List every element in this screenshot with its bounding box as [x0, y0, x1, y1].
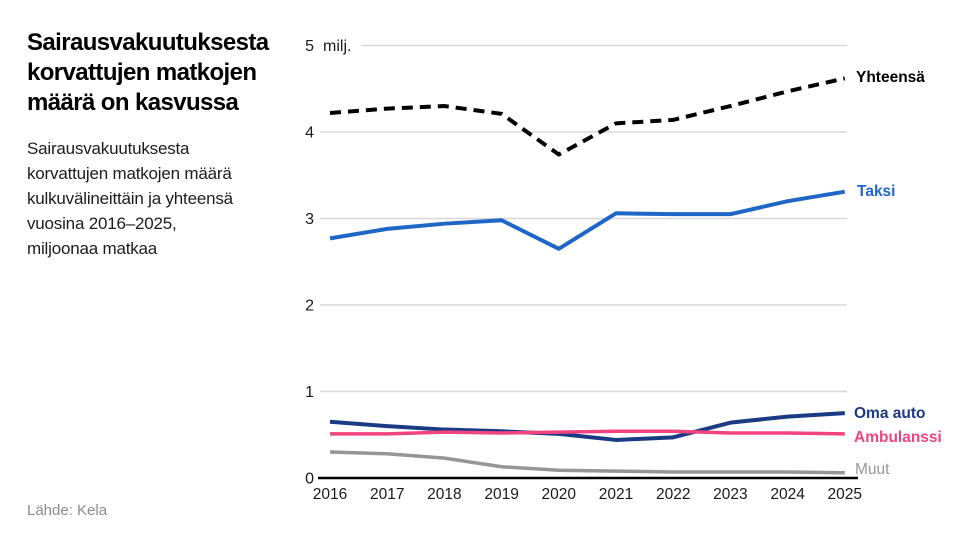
y-tick-label: 2	[305, 298, 314, 315]
x-tick-label: 2023	[713, 486, 747, 503]
x-tick-label: 2022	[656, 486, 690, 503]
y-tick-label: 0	[305, 471, 314, 488]
x-tick-label: 2016	[313, 486, 347, 503]
page-subtitle: Sairausvakuutuksesta korvattujen matkoje…	[27, 139, 233, 258]
series-line-taksi	[329, 189, 846, 251]
legend-taksi: Taksi	[857, 183, 896, 200]
legend-ambulanssi: Ambulanssi	[854, 429, 942, 446]
y-tick-label: 3	[305, 211, 314, 228]
y-axis-unit-label: milj.	[323, 38, 351, 55]
series-line-yhteensä	[329, 76, 846, 157]
x-tick-label: 2018	[427, 486, 461, 503]
x-tick-label: 2019	[484, 486, 518, 503]
y-tick-label: 5	[305, 38, 314, 55]
x-tick-label: 2025	[828, 486, 862, 503]
y-tick-label: 1	[305, 384, 314, 401]
x-tick-label: 2017	[370, 486, 404, 503]
series-line-oma-auto	[329, 411, 845, 442]
legend-yhteensa: Yhteensä	[856, 69, 925, 86]
x-tick-label: 2021	[599, 486, 633, 503]
y-tick-label: 4	[305, 125, 314, 142]
x-tick-label: 2024	[770, 486, 805, 503]
series-line-muut	[329, 450, 845, 475]
x-tick-label: 2020	[542, 486, 577, 503]
source-label: Lähde: Kela	[27, 502, 108, 519]
legend-muut: Muut	[855, 461, 890, 478]
series-line-ambulanssi	[330, 429, 845, 436]
page-title: Sairausvakuutuksesta korvattujen matkoje…	[27, 29, 269, 116]
legend-oma-auto: Oma auto	[854, 405, 926, 422]
